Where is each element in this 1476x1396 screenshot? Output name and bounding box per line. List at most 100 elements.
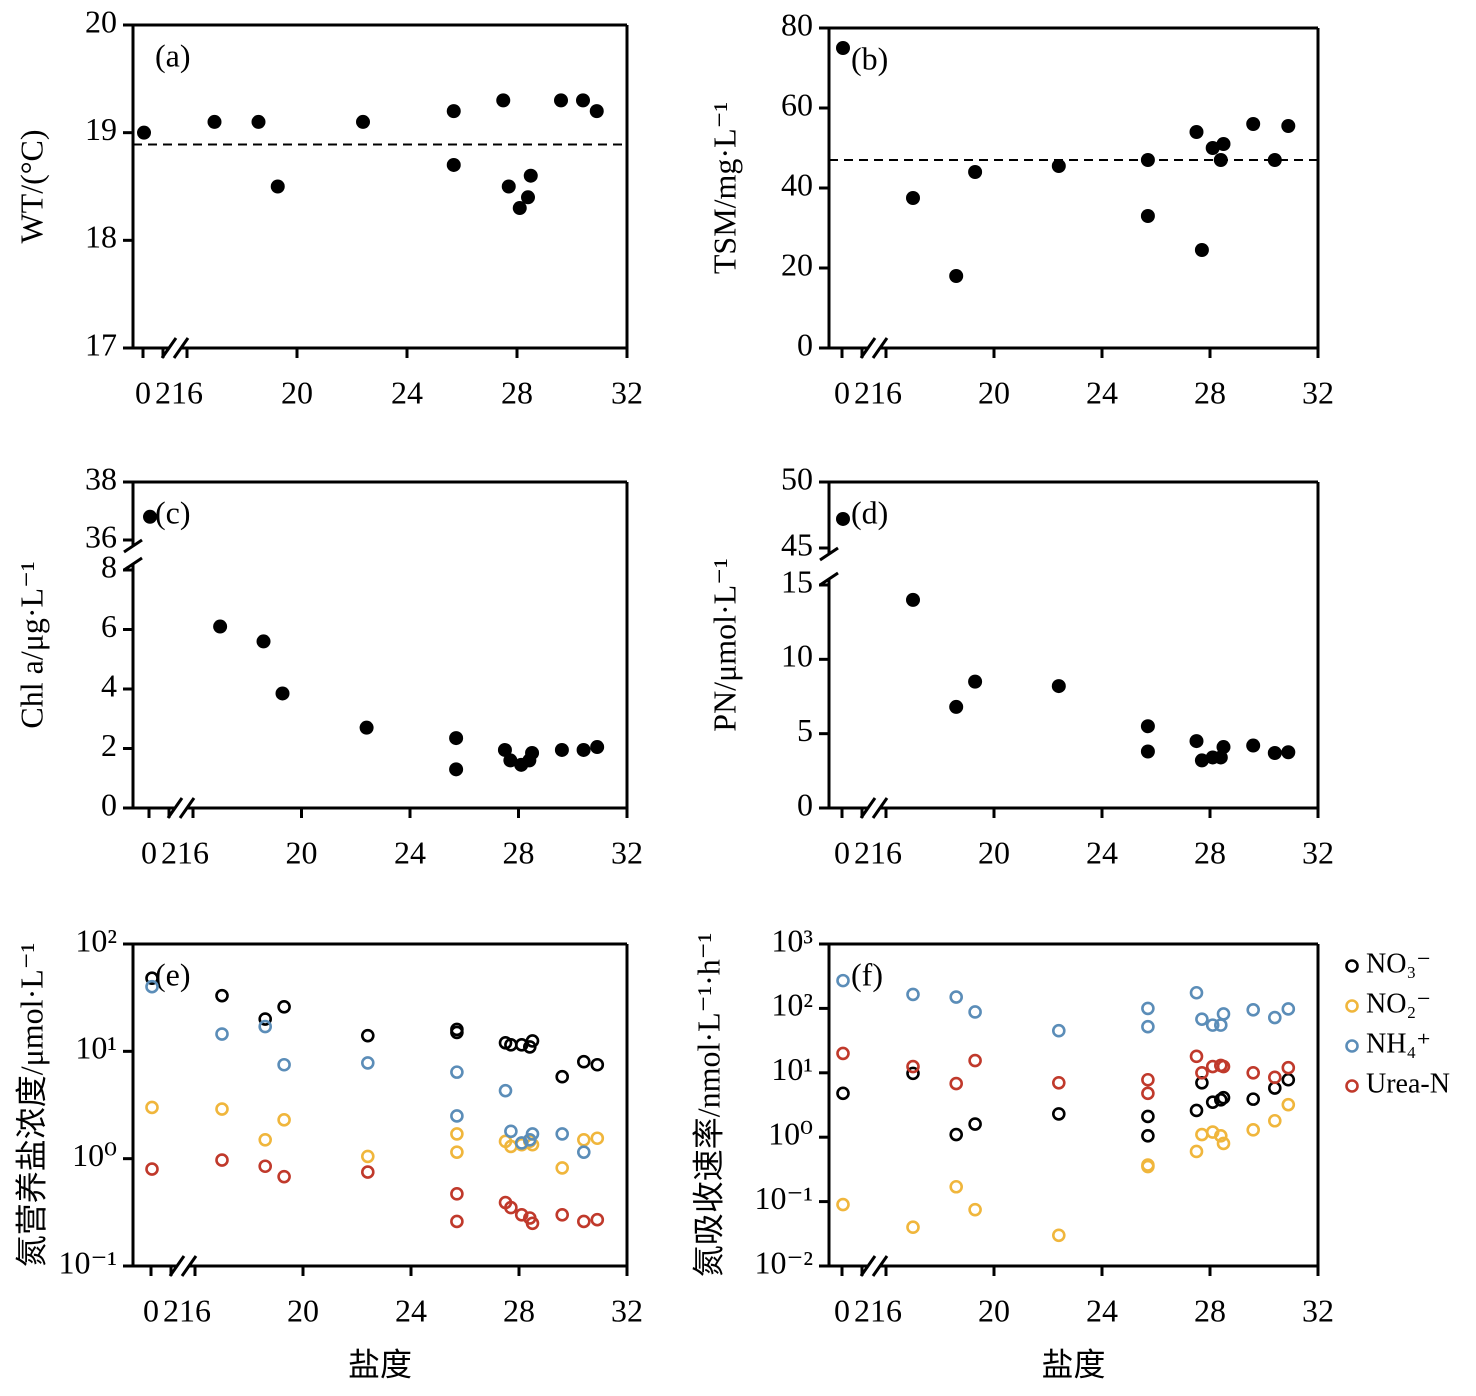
legend-marker bbox=[1345, 1039, 1359, 1053]
y-tick-label: 60 bbox=[781, 86, 813, 122]
point bbox=[1214, 1129, 1228, 1143]
point bbox=[1051, 159, 1066, 173]
point bbox=[836, 511, 850, 526]
y-axis-label: 氮营养盐浓度/μmol·L⁻¹ bbox=[13, 943, 49, 1268]
x-tick-label: 32 bbox=[611, 1292, 643, 1328]
point bbox=[1246, 117, 1261, 131]
x-tick-label: 0 bbox=[135, 374, 151, 410]
point bbox=[1216, 1136, 1231, 1151]
panel-label: (f) bbox=[851, 956, 883, 992]
panel-label: (b) bbox=[851, 40, 888, 76]
point bbox=[968, 1005, 982, 1019]
panel-label: (d) bbox=[851, 494, 888, 530]
y-tick-label: 10⁰ bbox=[72, 1137, 117, 1173]
y-tick-label: 10³ bbox=[771, 922, 813, 958]
point bbox=[1281, 119, 1296, 133]
point bbox=[1216, 1090, 1231, 1105]
point bbox=[1141, 1001, 1155, 1016]
y-tick-label: 18 bbox=[85, 219, 117, 255]
point bbox=[906, 1220, 920, 1235]
x-tick-label: 16 bbox=[870, 374, 902, 410]
point bbox=[359, 720, 374, 735]
point bbox=[1213, 153, 1228, 167]
x-tick-label: 16 bbox=[179, 1292, 211, 1328]
panel-label: (e) bbox=[155, 956, 191, 992]
point bbox=[836, 973, 850, 988]
point bbox=[215, 1153, 229, 1167]
point bbox=[576, 742, 591, 757]
point bbox=[1194, 753, 1209, 768]
point bbox=[270, 179, 285, 194]
y-tick-label: 80 bbox=[781, 6, 813, 42]
x-break-mark bbox=[172, 337, 190, 359]
y-tick-label: 4 bbox=[101, 667, 117, 703]
y-tick-label: 10⁻¹ bbox=[755, 1180, 813, 1216]
y-tick-label: 10 bbox=[781, 638, 813, 674]
point bbox=[360, 1056, 375, 1070]
point bbox=[251, 114, 266, 129]
x-tick-label: 20 bbox=[978, 1292, 1010, 1328]
y-tick-label: 36 bbox=[85, 518, 117, 554]
x-break-mark bbox=[871, 337, 889, 359]
point bbox=[906, 592, 920, 607]
point bbox=[1140, 153, 1155, 167]
point bbox=[525, 1034, 540, 1048]
point bbox=[968, 1053, 982, 1068]
y-break-mark bbox=[819, 546, 839, 562]
x-tick-label: 24 bbox=[1086, 374, 1118, 410]
point bbox=[277, 1113, 291, 1127]
point bbox=[1189, 125, 1204, 139]
x-axis-label: 盐度 bbox=[348, 1346, 412, 1382]
point bbox=[576, 93, 590, 108]
point bbox=[1140, 209, 1155, 223]
point bbox=[258, 1159, 273, 1174]
point bbox=[906, 987, 920, 1002]
point bbox=[1216, 740, 1231, 755]
point bbox=[949, 990, 964, 1004]
point bbox=[1189, 1049, 1204, 1064]
point bbox=[590, 740, 605, 755]
y-tick-label: 20 bbox=[781, 246, 813, 282]
point bbox=[949, 1127, 964, 1142]
point bbox=[501, 179, 516, 194]
y-axis-label: TSM/mg·L⁻¹ bbox=[706, 102, 742, 274]
point bbox=[1281, 1072, 1296, 1087]
point bbox=[1141, 1109, 1155, 1124]
point bbox=[1246, 1003, 1260, 1017]
x-tick-label: 28 bbox=[1194, 374, 1226, 410]
legend-label: Urea-N bbox=[1366, 1068, 1450, 1099]
point bbox=[1189, 985, 1204, 1000]
point bbox=[836, 41, 850, 55]
point bbox=[590, 1057, 605, 1072]
point bbox=[554, 93, 568, 108]
x-tick-label: 2 bbox=[854, 1292, 870, 1328]
point bbox=[968, 674, 983, 689]
x-tick-label: 16 bbox=[870, 1292, 902, 1328]
point bbox=[949, 1179, 964, 1194]
y-tick-label: 10² bbox=[771, 987, 813, 1023]
point bbox=[258, 1132, 273, 1147]
x-tick-label: 20 bbox=[287, 1292, 319, 1328]
point bbox=[590, 1131, 605, 1146]
point bbox=[1195, 1012, 1209, 1026]
y-break-mark bbox=[123, 538, 143, 554]
point bbox=[525, 1216, 540, 1231]
point bbox=[949, 269, 964, 283]
point bbox=[1205, 141, 1220, 155]
point bbox=[555, 1069, 570, 1084]
point bbox=[576, 1054, 591, 1069]
point bbox=[504, 1200, 518, 1215]
x-tick-label: 0 bbox=[834, 834, 850, 870]
x-tick-label: 2 bbox=[854, 374, 870, 410]
point bbox=[1216, 1059, 1231, 1074]
y-tick-label: 0 bbox=[797, 326, 813, 362]
point bbox=[496, 93, 511, 108]
point bbox=[360, 1149, 375, 1164]
x-tick-label: 0 bbox=[834, 1292, 850, 1328]
point bbox=[906, 191, 920, 205]
point bbox=[906, 1066, 920, 1081]
y-axis-label: PN/μmol·L⁻¹ bbox=[706, 558, 742, 731]
point bbox=[1268, 1081, 1282, 1095]
